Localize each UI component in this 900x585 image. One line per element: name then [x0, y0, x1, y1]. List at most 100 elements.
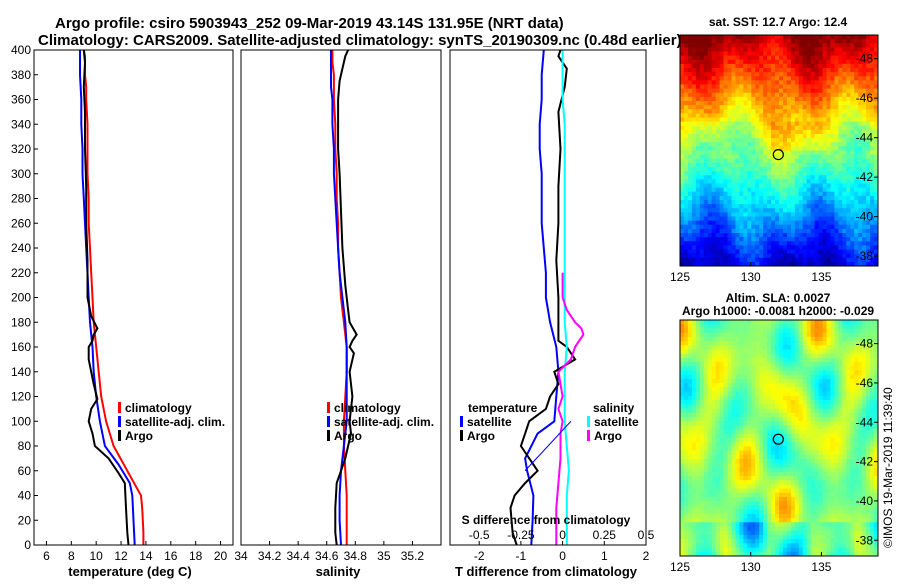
sla-map-cell — [858, 362, 862, 367]
sst-map-cell — [767, 155, 771, 160]
sla-map-cell — [783, 362, 787, 367]
sst-map-cell — [834, 101, 838, 106]
sst-map-cell — [712, 60, 716, 65]
sla-map-cell — [751, 442, 755, 447]
sla-map-cell — [779, 425, 783, 430]
sst-map-cell — [771, 39, 775, 44]
sla-map-cell — [791, 438, 795, 443]
sst-map-cell — [751, 68, 755, 73]
sst-map-cell — [783, 113, 787, 118]
sst-map-cell — [724, 60, 728, 65]
sst-map-cell — [803, 233, 807, 238]
sst-map-cell — [779, 39, 783, 44]
sst-map-cell — [755, 35, 759, 40]
sst-map-cell — [728, 208, 732, 213]
sla-map-cell — [684, 387, 688, 392]
sst-map-cell — [838, 229, 842, 234]
sla-map-cell — [850, 383, 854, 388]
difference-legend: temperature satellite Argo salinity sate… — [460, 401, 639, 443]
sst-map-cell — [739, 184, 743, 189]
sst-map-cell — [767, 97, 771, 102]
sst-map-cell — [870, 80, 874, 85]
sla-map-cell — [716, 324, 720, 329]
sst-map-cell — [692, 258, 696, 263]
sst-map-cell — [850, 113, 854, 118]
sst-map-cell — [759, 163, 763, 168]
temperature-xtick-label: 8 — [68, 549, 75, 563]
sst-map-cell — [731, 237, 735, 242]
sst-map-cell — [767, 229, 771, 234]
sst-map-cell — [743, 134, 747, 139]
sla-map-cell — [755, 417, 759, 422]
sla-map-cell — [819, 472, 823, 477]
sst-map-cell — [763, 130, 767, 135]
sst-map-cell — [830, 163, 834, 168]
sst-map-cell — [743, 101, 747, 106]
sst-map-cell — [724, 171, 728, 176]
sst-map-cell — [684, 105, 688, 110]
sst-map-cell — [696, 47, 700, 52]
sst-map-cell — [759, 56, 763, 61]
sst-map-cell — [823, 245, 827, 250]
sst-map-cell — [712, 200, 716, 205]
sst-map-cell — [747, 196, 751, 201]
sst-map-cell — [680, 184, 684, 189]
sst-map-cell — [807, 196, 811, 201]
sst-map-cell — [755, 93, 759, 98]
sst-map-cell — [807, 229, 811, 234]
sst-map-cell — [771, 217, 775, 222]
sla-map-cell — [827, 446, 831, 451]
sst-map-cell — [787, 212, 791, 217]
sla-map-cell — [850, 430, 854, 435]
sla-map-cell — [830, 362, 834, 367]
sst-map-cell — [743, 64, 747, 69]
sst-map-cell — [846, 196, 850, 201]
sst-map-cell — [743, 97, 747, 102]
sst-map-cell — [827, 68, 831, 73]
sst-map-cell — [830, 196, 834, 201]
sla-map-cell — [779, 341, 783, 346]
sst-map-cell — [716, 80, 720, 85]
sla-map-cell — [795, 442, 799, 447]
sst-map-cell — [846, 122, 850, 127]
temperature-ytick-label: 60 — [18, 464, 32, 478]
sla-map-cell — [704, 362, 708, 367]
sst-map-cell — [827, 217, 831, 222]
sla-map-cell — [700, 324, 704, 329]
sla-map-cell — [842, 468, 846, 473]
sla-map-cell — [795, 417, 799, 422]
sst-map-cell — [807, 138, 811, 143]
sst-map-cell — [720, 179, 724, 184]
sst-map-cell — [712, 237, 716, 242]
sst-map-cell — [688, 60, 692, 65]
sst-map-cell — [728, 175, 732, 180]
sla-map-cell — [846, 328, 850, 333]
sla-map-cell — [795, 468, 799, 473]
salinity-xtick-label: 34.2 — [258, 549, 282, 563]
sla-map-cell — [735, 489, 739, 494]
temperature-xtick-label: 16 — [164, 549, 178, 563]
sla-map-cell — [771, 421, 775, 426]
sla-map-cell — [704, 484, 708, 489]
sst-map-cell — [811, 237, 815, 242]
sst-map-cell — [692, 200, 696, 205]
sst-map-cell — [755, 76, 759, 81]
sst-map-cell — [692, 179, 696, 184]
sla-map-cell — [803, 413, 807, 418]
sst-map-cell — [724, 35, 728, 40]
sst-map-cell — [791, 188, 795, 193]
sla-map-cell — [850, 320, 854, 325]
sla-map-cell — [842, 476, 846, 481]
sla-map-cell — [819, 455, 823, 460]
sst-map-cell — [846, 113, 850, 118]
sst-map-cell — [803, 130, 807, 135]
sst-map-cell — [858, 85, 862, 90]
sst-map-cell — [728, 254, 732, 259]
sst-map-cell — [712, 39, 716, 44]
sst-map-cell — [735, 258, 739, 263]
sst-map-cell — [751, 204, 755, 209]
sla-map-cell — [811, 430, 815, 435]
sst-map-cell — [795, 241, 799, 246]
sst-map-cell — [704, 80, 708, 85]
sst-map-cell — [815, 43, 819, 48]
